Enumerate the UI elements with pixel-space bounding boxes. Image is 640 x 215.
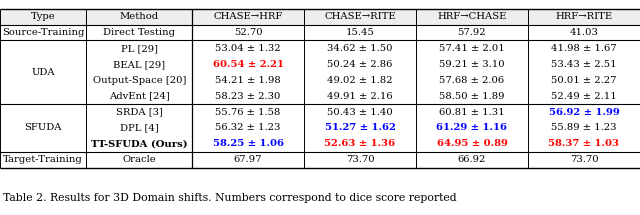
Text: 73.70: 73.70: [346, 155, 374, 164]
Text: 66.92: 66.92: [458, 155, 486, 164]
Text: 50.01 ± 2.27: 50.01 ± 2.27: [551, 76, 617, 85]
Text: 41.98 ± 1.67: 41.98 ± 1.67: [551, 44, 617, 53]
Text: 34.62 ± 1.50: 34.62 ± 1.50: [327, 44, 393, 53]
Text: 52.49 ± 2.11: 52.49 ± 2.11: [551, 92, 617, 101]
Text: 41.03: 41.03: [570, 28, 598, 37]
Text: 64.95 ± 0.89: 64.95 ± 0.89: [436, 139, 508, 148]
Text: Direct Testing: Direct Testing: [103, 28, 175, 37]
Text: 56.92 ± 1.99: 56.92 ± 1.99: [548, 108, 620, 117]
Text: TT-SFUDA (Ours): TT-SFUDA (Ours): [91, 139, 188, 148]
Text: 54.21 ± 1.98: 54.21 ± 1.98: [215, 76, 281, 85]
Text: 49.91 ± 2.16: 49.91 ± 2.16: [327, 92, 393, 101]
Text: 60.81 ± 1.31: 60.81 ± 1.31: [439, 108, 505, 117]
Text: AdvEnt [24]: AdvEnt [24]: [109, 92, 170, 101]
Text: 15.45: 15.45: [346, 28, 374, 37]
Text: 55.76 ± 1.58: 55.76 ± 1.58: [215, 108, 281, 117]
Text: 57.92: 57.92: [458, 28, 486, 37]
Text: Type: Type: [31, 12, 56, 21]
Text: 58.50 ± 1.89: 58.50 ± 1.89: [439, 92, 505, 101]
Text: 59.21 ± 3.10: 59.21 ± 3.10: [439, 60, 505, 69]
Text: Oracle: Oracle: [122, 155, 156, 164]
Text: 53.04 ± 1.32: 53.04 ± 1.32: [215, 44, 281, 53]
Text: 58.37 ± 1.03: 58.37 ± 1.03: [548, 139, 620, 148]
Text: 56.32 ± 1.23: 56.32 ± 1.23: [215, 123, 281, 132]
Text: 53.43 ± 2.51: 53.43 ± 2.51: [551, 60, 617, 69]
Text: CHASE→HRF: CHASE→HRF: [213, 12, 283, 21]
Bar: [0, 9, 640, 25]
Text: SFUDA: SFUDA: [24, 123, 62, 132]
Text: BEAL [29]: BEAL [29]: [113, 60, 165, 69]
Text: 73.70: 73.70: [570, 155, 598, 164]
Text: 52.70: 52.70: [234, 28, 262, 37]
Text: 67.97: 67.97: [234, 155, 262, 164]
Text: HRF→CHASE: HRF→CHASE: [437, 12, 507, 21]
Text: 57.68 ± 2.06: 57.68 ± 2.06: [440, 76, 504, 85]
Text: 50.24 ± 2.86: 50.24 ± 2.86: [327, 60, 393, 69]
Text: 58.23 ± 2.30: 58.23 ± 2.30: [215, 92, 281, 101]
Text: PL [29]: PL [29]: [121, 44, 157, 53]
Text: Method: Method: [120, 12, 159, 21]
Text: Output-Space [20]: Output-Space [20]: [93, 76, 186, 85]
Text: 50.43 ± 1.40: 50.43 ± 1.40: [327, 108, 393, 117]
Text: Table 2. Results for 3D Domain shifts. Numbers correspond to dice score reported: Table 2. Results for 3D Domain shifts. N…: [3, 193, 457, 203]
Text: UDA: UDA: [31, 68, 55, 77]
Text: DPL [4]: DPL [4]: [120, 123, 159, 132]
Text: 49.02 ± 1.82: 49.02 ± 1.82: [327, 76, 393, 85]
Text: 55.89 ± 1.23: 55.89 ± 1.23: [551, 123, 617, 132]
Text: CHASE→RITE: CHASE→RITE: [324, 12, 396, 21]
Text: 57.41 ± 2.01: 57.41 ± 2.01: [439, 44, 505, 53]
Text: Target-Training: Target-Training: [3, 155, 83, 164]
Text: Source-Training: Source-Training: [2, 28, 84, 37]
Text: 52.63 ± 1.36: 52.63 ± 1.36: [324, 139, 396, 148]
Text: 61.29 ± 1.16: 61.29 ± 1.16: [436, 123, 508, 132]
Text: SRDA [3]: SRDA [3]: [116, 108, 163, 117]
Text: 58.25 ± 1.06: 58.25 ± 1.06: [212, 139, 284, 148]
Text: 51.27 ± 1.62: 51.27 ± 1.62: [324, 123, 396, 132]
Text: HRF→RITE: HRF→RITE: [556, 12, 612, 21]
Text: 60.54 ± 2.21: 60.54 ± 2.21: [212, 60, 284, 69]
